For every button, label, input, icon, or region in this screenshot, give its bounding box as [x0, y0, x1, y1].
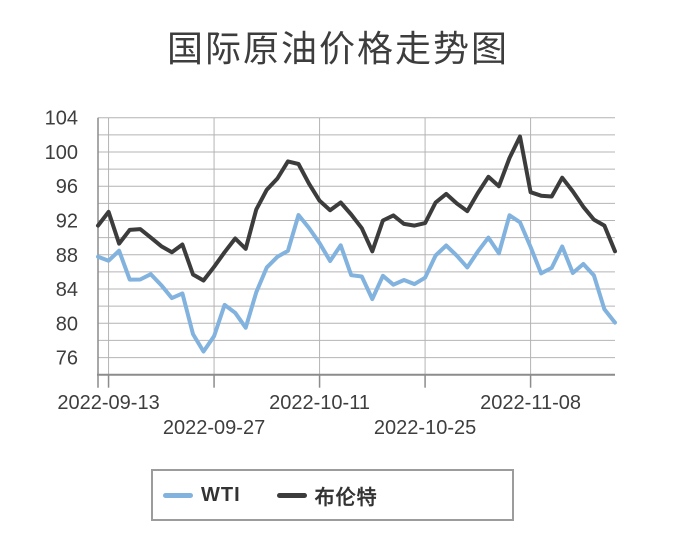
x-axis-label: 2022-11-08 — [480, 392, 581, 414]
x-axis-label: 2022-10-11 — [269, 392, 370, 414]
legend-label-wti: WTI — [201, 483, 241, 506]
series-line-brent — [96, 134, 617, 283]
y-axis-label: 96 — [56, 176, 78, 198]
y-axis-label: 80 — [56, 313, 78, 335]
legend-label-brent: 布伦特 — [314, 486, 378, 509]
chart-title: 国际原油价格走势图 — [166, 28, 509, 69]
y-axis-label: 104 — [45, 108, 78, 130]
y-axis-label: 100 — [45, 142, 78, 164]
x-axis-label: 2022-10-25 — [374, 417, 476, 439]
y-axis-label: 88 — [56, 245, 78, 267]
brent-line-swatch — [276, 492, 307, 498]
y-axis-label: 92 — [56, 211, 78, 233]
y-axis-label: 76 — [56, 348, 78, 370]
x-axis-label: 2022-09-13 — [57, 392, 159, 414]
legend-item-wti: WTI — [163, 484, 241, 507]
y-axis-label: 84 — [56, 279, 78, 301]
series-line-wti — [96, 213, 617, 354]
wti-line-swatch — [163, 492, 193, 498]
x-axis-label: 2022-09-27 — [163, 417, 265, 439]
chart-legend: WTI 布伦特 — [151, 469, 514, 521]
legend-item-brent: 布伦特 — [276, 481, 378, 510]
